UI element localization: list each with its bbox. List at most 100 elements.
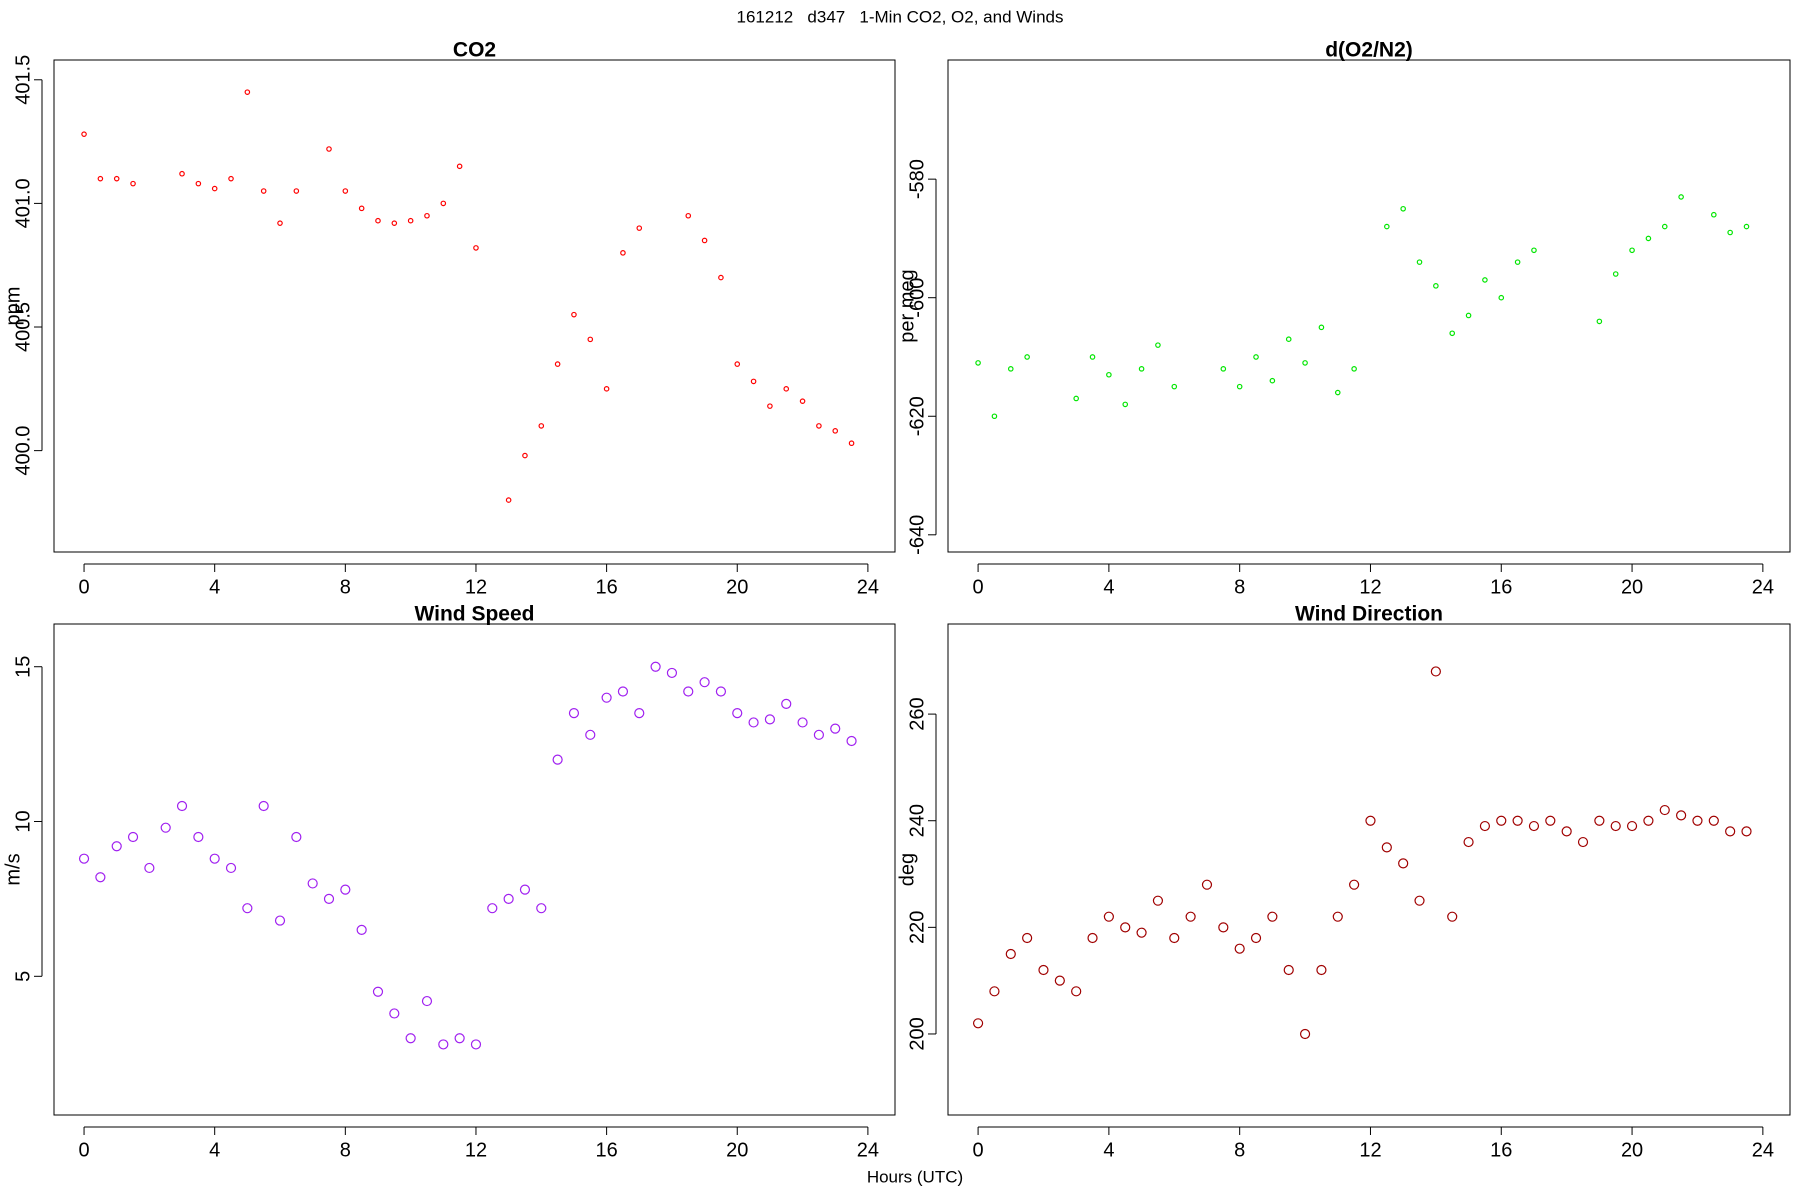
data-point xyxy=(1155,342,1161,348)
data-point xyxy=(1643,815,1654,826)
data-point xyxy=(699,677,710,688)
data-point xyxy=(130,180,136,187)
data-point xyxy=(1365,815,1376,826)
data-point xyxy=(307,878,318,889)
data-point xyxy=(1626,820,1638,832)
figure-title: 161212 d347 1-Min CO2, O2, and Winds xyxy=(737,7,1064,26)
data-point xyxy=(571,311,577,318)
data-point xyxy=(293,188,300,194)
x-tick-label: 16 xyxy=(595,576,617,598)
data-point xyxy=(989,986,1000,997)
data-point xyxy=(732,708,743,719)
x-tick-label: 24 xyxy=(857,1139,879,1161)
data-point xyxy=(1512,815,1523,826)
data-point xyxy=(179,170,185,177)
data-point xyxy=(1269,377,1276,384)
y-axis-label: deg xyxy=(896,853,918,886)
data-point xyxy=(1479,820,1491,832)
data-point xyxy=(536,903,547,914)
data-point xyxy=(1531,247,1537,254)
y-axis-label: m/s xyxy=(2,853,24,885)
data-point xyxy=(813,729,825,740)
data-point xyxy=(372,986,384,997)
data-point xyxy=(1678,194,1684,200)
x-tick-label: 20 xyxy=(1621,1139,1643,1161)
x-tick-label: 20 xyxy=(1621,576,1643,598)
x-tick-label: 8 xyxy=(1234,1139,1245,1161)
data-point xyxy=(111,841,122,852)
data-point xyxy=(1610,820,1621,832)
data-point xyxy=(456,163,463,170)
y-tick-label: 400.0 xyxy=(12,426,34,476)
y-tick-label: 240 xyxy=(906,804,928,837)
data-point xyxy=(1676,810,1687,821)
data-point xyxy=(1302,360,1308,366)
x-tick-label: 24 xyxy=(1752,576,1774,598)
data-point xyxy=(342,188,349,194)
data-point xyxy=(991,413,998,420)
y-tick-label: 15 xyxy=(12,656,34,678)
panel-title: Wind Direction xyxy=(1295,603,1443,626)
data-point xyxy=(1465,312,1472,319)
data-point xyxy=(1498,294,1505,301)
data-point xyxy=(274,915,286,926)
data-point xyxy=(1400,205,1406,212)
data-point xyxy=(1711,211,1717,218)
data-point xyxy=(470,1039,482,1050)
x-tick-label: 0 xyxy=(973,1139,984,1161)
data-point xyxy=(1384,223,1390,230)
data-point xyxy=(1220,366,1227,372)
plot-frame xyxy=(947,59,1791,553)
data-point xyxy=(585,729,596,740)
data-point xyxy=(242,903,253,914)
data-point xyxy=(405,1033,416,1044)
data-point xyxy=(1038,964,1049,976)
data-point xyxy=(97,175,104,182)
data-point xyxy=(1007,366,1014,372)
data-point xyxy=(1416,259,1423,265)
data-point xyxy=(1596,318,1603,325)
data-point xyxy=(81,131,87,137)
data-point xyxy=(323,893,335,905)
data-point xyxy=(505,497,512,503)
data-point xyxy=(389,1008,400,1019)
data-point xyxy=(1447,911,1458,922)
y-tick-label: 220 xyxy=(906,911,928,944)
data-point xyxy=(552,754,563,765)
plot-frame xyxy=(947,623,1791,1116)
data-point xyxy=(797,717,808,728)
data-point xyxy=(113,175,120,182)
data-point xyxy=(1316,964,1327,976)
data-point xyxy=(95,872,106,883)
x-tick-label: 12 xyxy=(1359,1139,1381,1161)
data-point xyxy=(1073,395,1079,402)
data-point xyxy=(291,831,302,843)
data-point xyxy=(1087,932,1098,944)
data-point xyxy=(1561,826,1572,837)
data-point xyxy=(503,893,514,905)
data-point xyxy=(783,386,790,392)
x-tick-label: 20 xyxy=(726,576,748,598)
x-tick-label: 0 xyxy=(78,1139,89,1161)
data-point xyxy=(734,361,741,367)
data-point xyxy=(975,360,981,366)
data-point xyxy=(538,423,545,429)
data-point xyxy=(1299,1028,1311,1040)
data-point xyxy=(1594,815,1605,826)
data-point xyxy=(193,831,204,843)
data-point xyxy=(176,800,188,812)
data-point xyxy=(487,903,498,914)
data-point xyxy=(1612,271,1619,277)
y-axis-label: per meg xyxy=(896,269,918,342)
x-tick-label: 16 xyxy=(1490,576,1512,598)
data-point xyxy=(356,924,367,935)
data-point xyxy=(1433,283,1439,289)
x-tick-label: 20 xyxy=(726,1139,748,1161)
x-tick-label: 16 xyxy=(595,1139,617,1161)
data-point xyxy=(1725,826,1736,837)
data-point xyxy=(816,423,822,429)
panel-title: Wind Speed xyxy=(415,603,535,626)
x-tick-label: 4 xyxy=(209,1139,220,1161)
data-point xyxy=(832,428,839,434)
data-point xyxy=(1351,366,1357,372)
